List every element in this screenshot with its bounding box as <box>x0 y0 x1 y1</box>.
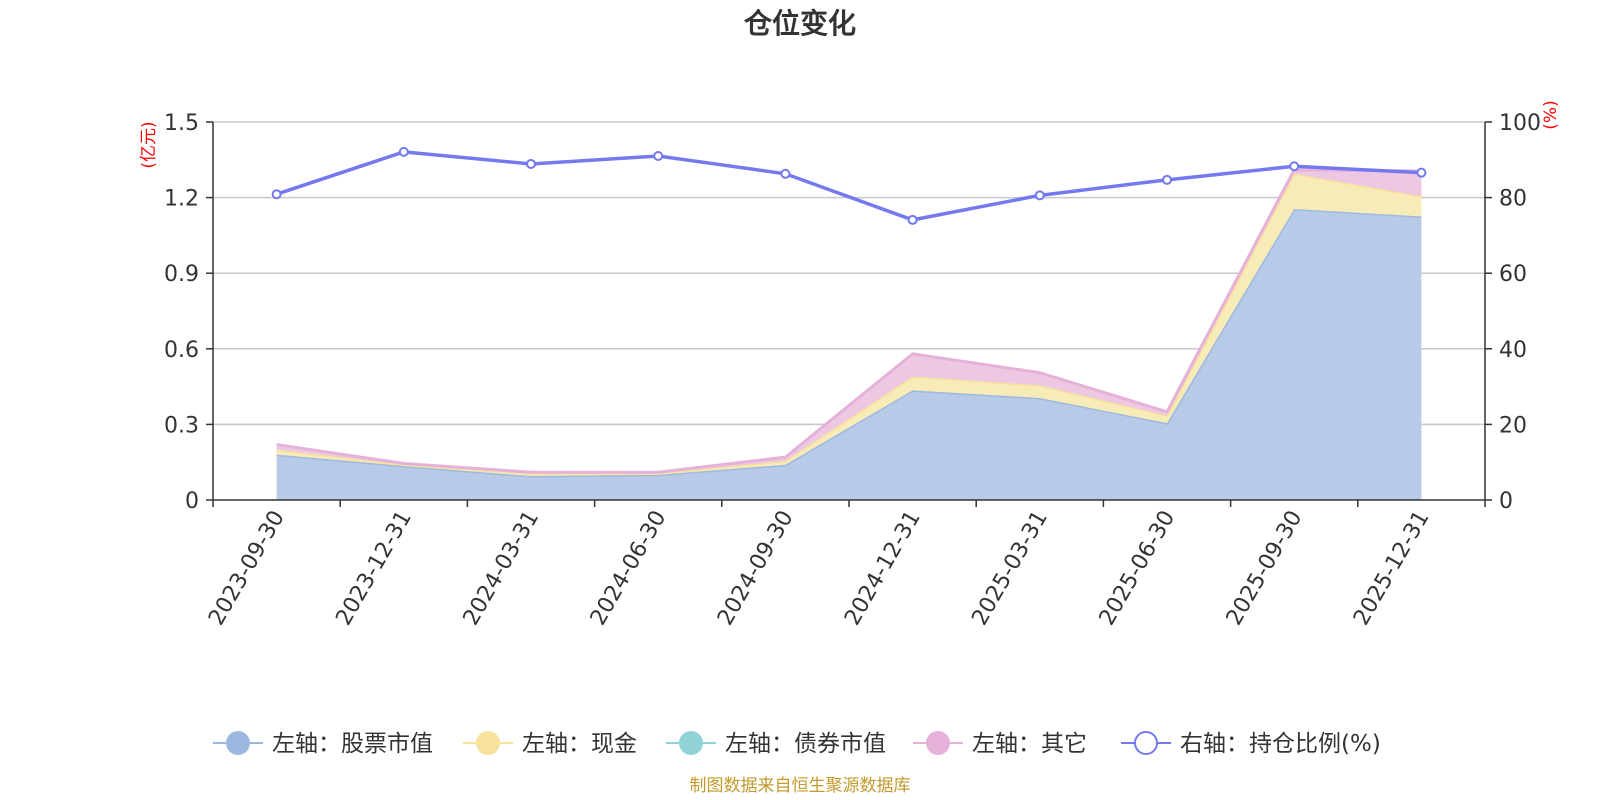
ratio-point <box>1034 190 1045 201</box>
x-axis-tick-label: 2025-03-31 <box>967 507 1053 630</box>
legend-marker-hollow <box>1134 731 1158 755</box>
left-axis-tick-label: 0.3 <box>164 413 199 438</box>
area-edge-series-3 <box>276 168 1422 474</box>
ratio-point <box>526 158 536 169</box>
x-axis-tick-label: 2025-09-30 <box>1222 507 1308 630</box>
right-axis-tick-label: 60 <box>1499 262 1527 287</box>
ratio-point <box>653 151 664 162</box>
legend-marker <box>679 731 703 755</box>
x-axis-tick-label: 2024-03-31 <box>459 507 545 630</box>
x-axis-tick-label: 2024-12-31 <box>840 507 926 630</box>
right-axis-tick-label: 40 <box>1499 338 1527 363</box>
ratio-point <box>1289 161 1300 172</box>
area-series-0 <box>276 208 1422 500</box>
chart-title: 仓位变化 <box>744 7 856 40</box>
right-axis-tick-label: 100 <box>1499 111 1541 136</box>
area-series-3 <box>276 169 1422 474</box>
right-axis-tick-label: 20 <box>1499 413 1527 438</box>
legend: 左轴：股票市值 左轴：现金 左轴：债券市值 左轴：其它 右轴：持仓比例(%) <box>213 731 1381 757</box>
ratio-point <box>780 168 791 179</box>
x-axis-tick-label: 2023-09-30 <box>204 507 290 630</box>
x-axis-tick-label: 2025-06-30 <box>1095 507 1181 630</box>
x-axis-tick-label: 2025-12-31 <box>1349 507 1435 630</box>
legend-marker <box>476 731 500 755</box>
legend-label: 右轴：持仓比例(%) <box>1180 731 1381 757</box>
legend-marker <box>226 731 250 755</box>
left-axis-tick-label: 0.6 <box>164 338 199 363</box>
right-axis-tick-label: 0 <box>1499 489 1513 514</box>
left-axis-tick-label: 0.9 <box>164 262 199 287</box>
legend-label: 左轴：债券市值 <box>725 731 886 757</box>
right-axis-unit: (%) <box>1541 100 1561 129</box>
left-axis-tick-label: 1.2 <box>164 187 199 212</box>
area-series-1 <box>276 173 1422 477</box>
legend-marker <box>926 731 950 755</box>
right-axis-tick-label: 80 <box>1499 187 1527 212</box>
x-axis-tick-label: 2024-06-30 <box>586 507 672 630</box>
ratio-point <box>1162 174 1172 185</box>
x-axis-tick-label: 2024-09-30 <box>713 507 799 630</box>
left-axis-tick-label: 1.5 <box>164 111 199 136</box>
left-axis-tick-label: 0 <box>185 489 199 514</box>
ratio-point <box>907 214 918 225</box>
ratio-point <box>1416 167 1427 178</box>
legend-label: 左轴：其它 <box>972 731 1087 757</box>
ratio-line-series <box>271 146 1427 225</box>
legend-label: 左轴：股票市值 <box>272 731 433 757</box>
source-note: 制图数据来自恒生聚源数据库 <box>690 776 911 796</box>
left-axis-unit: (亿元) <box>139 121 159 168</box>
x-axis-tick-label: 2023-12-31 <box>331 507 417 630</box>
stacked-areas <box>276 168 1422 500</box>
legend-label: 左轴：现金 <box>522 731 637 757</box>
ratio-point <box>398 146 409 157</box>
ratio-point <box>271 189 282 200</box>
ratio-line-path-series-4 <box>276 150 1422 222</box>
